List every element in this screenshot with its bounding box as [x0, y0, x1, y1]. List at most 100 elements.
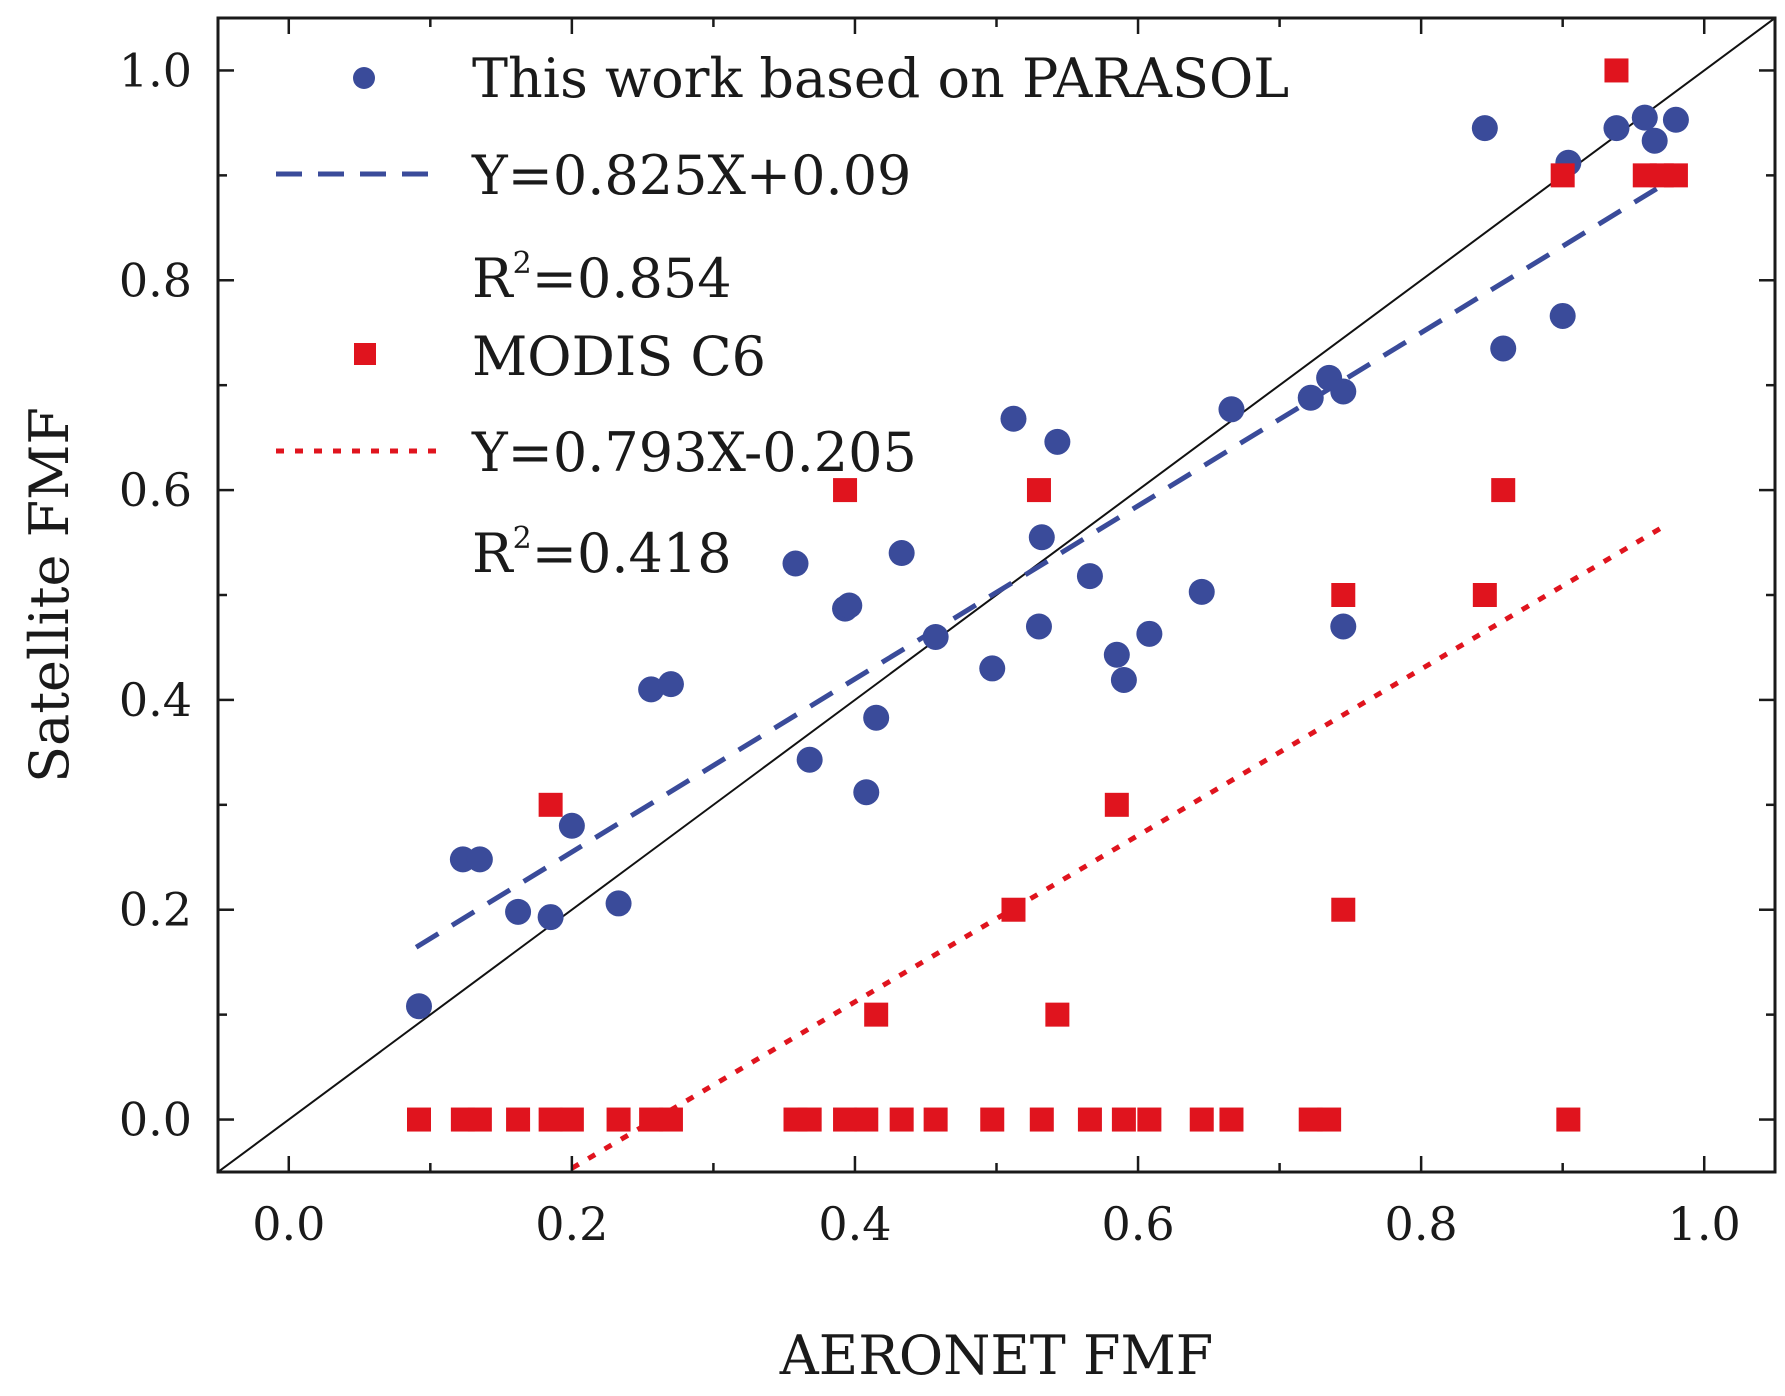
point-modis-10: [797, 1107, 822, 1132]
point-parasol-36: [1603, 115, 1630, 142]
point-modis-17: [1077, 1107, 1102, 1132]
point-parasol-31: [1330, 613, 1357, 640]
point-parasol-7: [638, 676, 665, 703]
point-modis-31: [1104, 792, 1129, 817]
legend: This work based on PARASOL Y=0.825X+0.09…: [276, 47, 1289, 585]
legend-label-parasol: This work based on PARASOL: [472, 47, 1289, 110]
point-parasol-14: [863, 704, 890, 731]
point-parasol-2: [466, 846, 493, 873]
point-parasol-17: [979, 655, 1006, 682]
point-parasol-20: [1028, 524, 1055, 551]
point-parasol-30: [1330, 378, 1357, 405]
x-tick-label-3: 0.6: [1101, 1197, 1174, 1251]
point-modis-28: [864, 1002, 889, 1027]
fit-line-1: [570, 525, 1664, 1171]
point-modis-6: [606, 1107, 631, 1132]
point-modis-18: [1111, 1107, 1136, 1132]
point-parasol-28: [1297, 384, 1324, 411]
fit-lines-layer: [414, 179, 1671, 1171]
point-modis-35: [1491, 478, 1516, 503]
point-parasol-5: [558, 812, 585, 839]
point-modis-16: [1029, 1107, 1054, 1132]
legend-r2-parasol: R2=0.854: [472, 246, 732, 310]
axis-ticks: [218, 18, 1775, 1172]
point-parasol-26: [1188, 578, 1215, 605]
y-tick-label-3: 0.6: [119, 463, 192, 517]
point-modis-19: [1137, 1107, 1162, 1132]
point-parasol-9: [782, 550, 809, 577]
point-modis-27: [1026, 478, 1051, 503]
point-modis-29: [1001, 897, 1026, 922]
x-axis-title: AERONET FMF: [779, 1324, 1213, 1387]
point-parasol-23: [1103, 641, 1130, 668]
point-parasol-21: [1044, 428, 1071, 455]
point-parasol-4: [537, 904, 564, 931]
point-modis-33: [1331, 897, 1356, 922]
point-parasol-13: [853, 779, 880, 806]
point-modis-11: [833, 1107, 858, 1132]
point-modis-5: [559, 1107, 584, 1132]
point-modis-14: [923, 1107, 948, 1132]
point-parasol-12: [836, 592, 863, 619]
point-parasol-19: [1025, 613, 1052, 640]
point-parasol-32: [1471, 115, 1498, 142]
point-modis-4: [538, 1107, 563, 1132]
point-modis-21: [1219, 1107, 1244, 1132]
x-tick-label-4: 0.8: [1385, 1197, 1458, 1251]
point-modis-15: [980, 1107, 1005, 1132]
point-modis-3: [506, 1107, 531, 1132]
point-modis-25: [538, 792, 563, 817]
axis-tick-labels: 0.0 0.2 0.4 0.6 0.8 1.0 0.0 0.2 0.4 0.6 0.8 1.0: [119, 43, 1741, 1251]
point-modis-26: [833, 478, 858, 503]
x-tick-label-1: 0.2: [535, 1197, 608, 1251]
point-parasol-38: [1641, 127, 1668, 154]
point-modis-8: [658, 1107, 683, 1132]
point-parasol-3: [505, 898, 532, 925]
y-axis-title: Satellite FMF: [18, 407, 81, 783]
point-parasol-34: [1549, 302, 1576, 329]
point-parasol-15: [888, 540, 915, 567]
point-modis-0: [406, 1107, 431, 1132]
points-layer: [405, 58, 1689, 1132]
x-tick-label-5: 1.0: [1668, 1197, 1741, 1251]
point-parasol-37: [1631, 104, 1658, 131]
point-parasol-33: [1490, 335, 1517, 362]
point-parasol-16: [922, 623, 949, 650]
legend-marker-parasol: [353, 67, 375, 89]
legend-label-modis-fit: Y=0.793X-0.205: [471, 421, 917, 484]
point-parasol-27: [1218, 396, 1245, 423]
point-modis-36: [1550, 163, 1575, 188]
point-parasol-6: [605, 890, 632, 917]
point-parasol-0: [405, 993, 432, 1020]
x-tick-label-0: 0.0: [252, 1197, 325, 1251]
y-tick-label-5: 1.0: [119, 43, 192, 97]
point-modis-2: [467, 1107, 492, 1132]
point-modis-37: [1604, 58, 1629, 83]
point-parasol-8: [657, 671, 684, 698]
point-modis-24: [1556, 1107, 1581, 1132]
legend-label-modis: MODIS C6: [472, 325, 766, 388]
legend-marker-modis: [354, 343, 376, 365]
point-parasol-39: [1662, 106, 1689, 133]
point-modis-32: [1331, 583, 1356, 607]
point-modis-40: [1663, 163, 1688, 188]
y-tick-label-1: 0.2: [119, 883, 192, 937]
x-tick-label-2: 0.4: [818, 1197, 891, 1251]
point-modis-12: [854, 1107, 879, 1132]
point-modis-23: [1317, 1107, 1342, 1132]
point-parasol-25: [1136, 620, 1163, 647]
point-modis-13: [889, 1107, 914, 1132]
y-tick-label-2: 0.4: [119, 673, 192, 727]
fit-line-0: [414, 179, 1671, 950]
point-modis-20: [1189, 1107, 1214, 1132]
y-tick-label-0: 0.0: [119, 1093, 192, 1147]
point-modis-30: [1045, 1002, 1070, 1027]
point-parasol-18: [1000, 405, 1027, 432]
point-modis-34: [1472, 583, 1497, 607]
point-parasol-22: [1076, 563, 1103, 590]
point-parasol-10: [796, 746, 823, 773]
legend-label-parasol-fit: Y=0.825X+0.09: [471, 144, 911, 207]
point-parasol-24: [1110, 666, 1137, 693]
y-tick-label-4: 0.8: [119, 253, 192, 307]
